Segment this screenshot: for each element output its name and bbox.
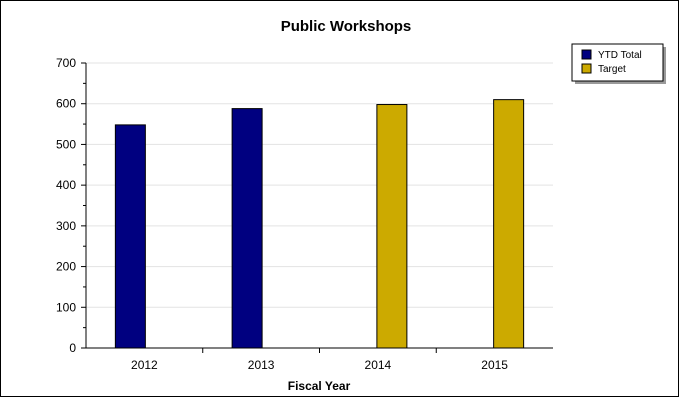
bar-target-2015 — [493, 99, 525, 349]
bar-target-2014 — [376, 104, 408, 349]
y-tick-label: 600 — [56, 97, 76, 111]
gridlines — [86, 62, 553, 308]
y-tick-label: 100 — [56, 300, 76, 314]
x-tick-label: 2012 — [131, 358, 158, 372]
y-tick-label: 200 — [56, 260, 76, 274]
legend-label: Target — [598, 64, 626, 75]
y-axis-ticks: 0 100 200 300 400 500 600 700 — [56, 56, 86, 355]
y-tick-label: 700 — [56, 56, 76, 70]
y-tick-label: 400 — [56, 178, 76, 192]
bar-ytd-total-2012 — [114, 124, 146, 349]
x-tick-label: 2014 — [365, 358, 392, 372]
x-axis-title: Fiscal Year — [288, 379, 351, 393]
bar-ytd-total-2013 — [231, 108, 263, 349]
legend-label: YTD Total — [598, 50, 642, 61]
chart-title: Public Workshops — [281, 18, 412, 35]
bars — [114, 99, 525, 349]
y-tick-label: 500 — [56, 137, 76, 151]
legend: YTD Total Target — [571, 43, 666, 84]
y-tick-label: 300 — [56, 219, 76, 233]
legend-swatch — [581, 63, 592, 74]
x-axis-ticks: 2012 2013 2014 2015 — [131, 348, 508, 372]
x-tick-label: 2013 — [248, 358, 275, 372]
axes — [85, 63, 553, 349]
y-tick-label: 0 — [69, 341, 76, 355]
legend-swatch — [581, 49, 592, 60]
x-tick-label: 2015 — [481, 358, 508, 372]
